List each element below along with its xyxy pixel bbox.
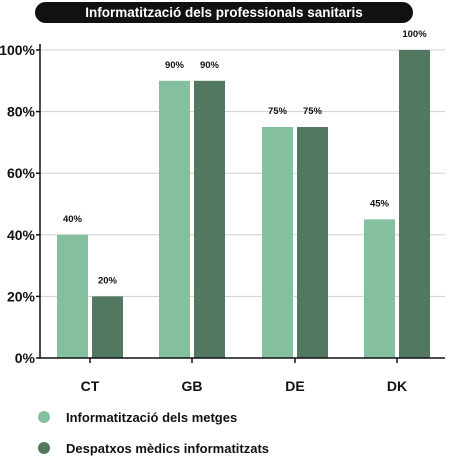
data-label: 45% bbox=[370, 198, 390, 209]
bar-gb-series-1 bbox=[159, 80, 190, 359]
legend-label: Despatxos mèdics informatitzats bbox=[66, 441, 269, 456]
y-tick-label: 80% bbox=[7, 104, 36, 120]
legend: Informatització dels metges Despatxos mèd… bbox=[38, 410, 269, 456]
data-label: 90% bbox=[200, 60, 220, 71]
data-label: 90% bbox=[165, 60, 185, 71]
x-tick-label: GB bbox=[182, 378, 203, 394]
y-tick-label: 0% bbox=[15, 350, 36, 366]
bar-dk-series-1 bbox=[364, 219, 395, 358]
x-axis-ticks: CT GB DE DK bbox=[81, 378, 407, 394]
chart-title: Informatització dels professionals sanit… bbox=[85, 5, 363, 20]
bar-ct-series-2 bbox=[92, 296, 123, 358]
x-tick-label: DE bbox=[285, 378, 304, 394]
y-tick-label: 20% bbox=[7, 288, 36, 304]
x-tick-label: CT bbox=[81, 378, 100, 394]
bar-ct-series-1 bbox=[57, 234, 88, 358]
y-tick-label: 40% bbox=[7, 227, 36, 243]
bar-dk-series-2 bbox=[399, 50, 430, 358]
bar-de-series-1 bbox=[262, 127, 293, 358]
data-label: 20% bbox=[98, 275, 118, 286]
data-label: 75% bbox=[303, 106, 323, 117]
bar-de-series-2 bbox=[297, 127, 328, 358]
axes bbox=[36, 44, 445, 363]
legend-marker bbox=[38, 442, 50, 454]
data-labels: 40% 20% 90% 90% 75% 75% 45% 100% bbox=[63, 29, 427, 286]
x-tick-label: DK bbox=[387, 378, 407, 394]
legend-label: Informatització dels metges bbox=[66, 410, 237, 425]
data-label: 100% bbox=[402, 29, 427, 40]
bars bbox=[57, 50, 430, 359]
data-label: 40% bbox=[63, 214, 83, 225]
data-label: 75% bbox=[268, 106, 288, 117]
y-tick-label: 100% bbox=[0, 42, 36, 58]
y-tick-label: 60% bbox=[7, 165, 36, 181]
y-axis-ticks: 0% 20% 40% 60% 80% 100% bbox=[0, 42, 36, 366]
legend-marker bbox=[38, 411, 50, 423]
title-bar bbox=[35, 2, 413, 23]
bar-gb-series-2 bbox=[194, 80, 225, 359]
